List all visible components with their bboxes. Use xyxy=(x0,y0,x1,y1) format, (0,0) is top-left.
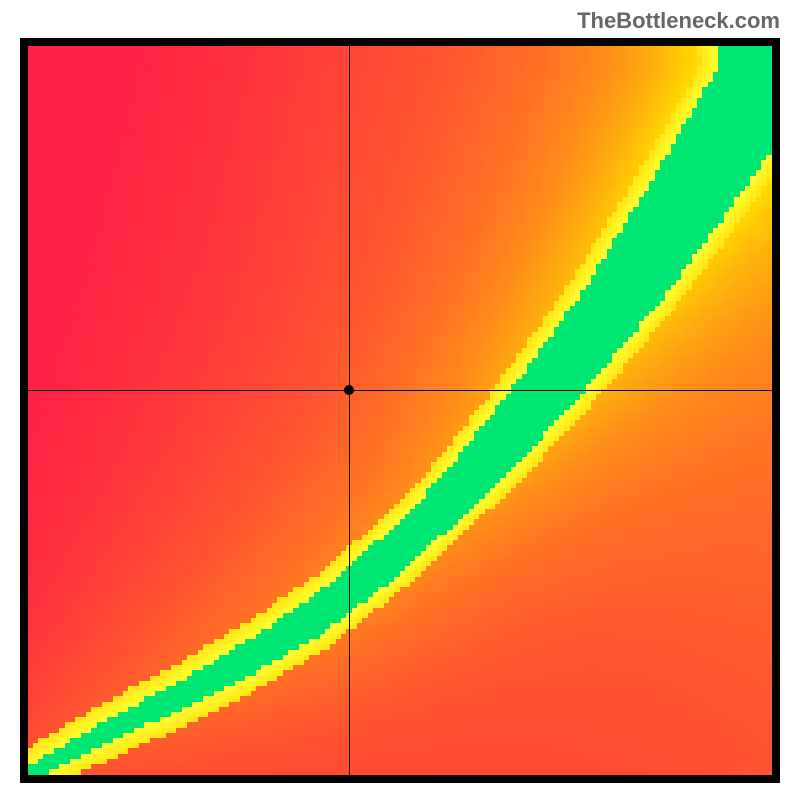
chart-container: TheBottleneck.com xyxy=(0,0,800,800)
crosshair-marker xyxy=(344,385,354,395)
crosshair-horizontal xyxy=(28,390,772,391)
chart-frame xyxy=(20,38,780,783)
heatmap-canvas xyxy=(28,46,772,775)
plot-area xyxy=(28,46,772,775)
watermark-text: TheBottleneck.com xyxy=(577,8,780,34)
crosshair-vertical xyxy=(349,46,350,775)
